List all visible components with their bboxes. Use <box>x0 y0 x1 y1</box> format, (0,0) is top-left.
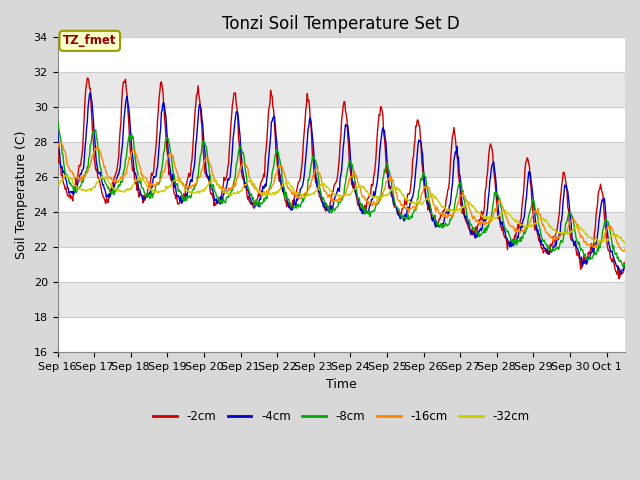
Bar <box>58 178 625 212</box>
Y-axis label: Soil Temperature (C): Soil Temperature (C) <box>15 131 28 259</box>
Bar <box>58 37 625 72</box>
Bar <box>58 143 625 178</box>
Bar <box>58 282 625 317</box>
Bar <box>58 247 625 282</box>
Bar <box>58 72 625 108</box>
Bar <box>58 108 625 143</box>
X-axis label: Time: Time <box>326 378 356 391</box>
Bar <box>58 317 625 352</box>
Text: TZ_fmet: TZ_fmet <box>63 35 116 48</box>
Legend: -2cm, -4cm, -8cm, -16cm, -32cm: -2cm, -4cm, -8cm, -16cm, -32cm <box>148 406 534 428</box>
Title: Tonzi Soil Temperature Set D: Tonzi Soil Temperature Set D <box>222 15 460 33</box>
Bar <box>58 212 625 247</box>
